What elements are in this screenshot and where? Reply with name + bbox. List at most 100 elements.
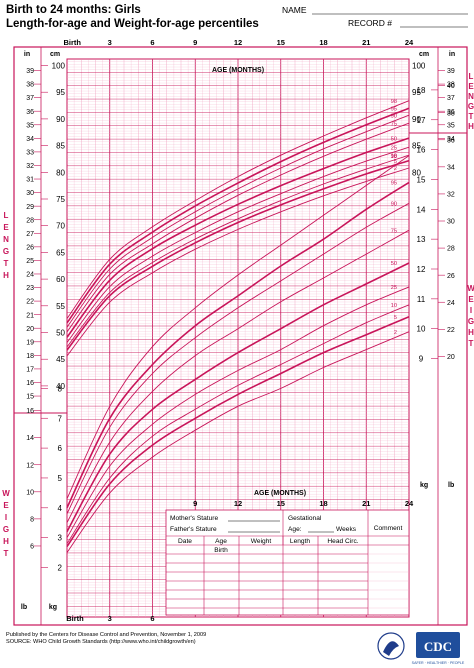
left-kg-tick-label: 2 [58,564,63,573]
top-age-tick-label: 24 [405,38,414,47]
length-curve-p5 [66,159,410,351]
top-age-tick-label: 18 [319,38,327,47]
weight-percentile-label: 2 [394,330,397,336]
side-label-length-right: E [468,82,474,91]
side-label-weight-right: W [467,284,474,293]
length-column-header: Length [290,538,311,545]
left-lb-tick-label: 12 [26,462,34,469]
weight-curve-p50 [66,262,410,533]
right-lb-tick-label: 22 [447,327,455,334]
side-label-weight-left: G [3,525,9,534]
right-kg-tick-label: 18 [417,86,426,95]
right-kg-tick-label: 11 [417,295,426,304]
right-lb-tick-label: 20 [447,354,455,361]
left-lb-tick-label: 10 [26,489,34,496]
length-percentile-label: 75 [391,121,397,127]
top-age-tick-label: 6 [150,38,154,47]
first-row-age: Birth [214,547,228,554]
length-curve-p25 [66,146,410,343]
chart-title-line1: Birth to 24 months: Girls [6,4,141,16]
left-inch-tick-label: 34 [26,136,34,143]
weight-curve-p2 [66,331,410,553]
side-label-length-right: T [469,112,474,121]
weight-percentile-label: 10 [391,303,397,309]
footer-published: Published by the Centers for Disease Con… [6,632,206,638]
left-inch-unit: in [24,51,30,58]
left-inch-tick-label: 22 [26,299,34,306]
length-curve-p95 [66,107,410,324]
left-cm-tick-label: 55 [56,302,65,311]
weight-percentile-label: 5 [394,315,397,321]
left-cm-tick-label: 60 [56,275,65,284]
side-label-weight-right: H [468,328,474,337]
fathers-stature-label: Father's Stature [170,526,217,533]
record-table[interactable]: Mother's Stature Father's Stature Gestat… [165,509,410,616]
left-inch-tick-label: 35 [26,122,34,129]
left-cm-tick-label: 95 [56,88,65,97]
side-label-length-right: L [469,72,474,81]
left-inch-tick-label: 16 [26,380,34,387]
left-kg-tick-label: 4 [58,504,63,513]
top-age-tick-label: 12 [234,38,242,47]
left-inch-tick-label: 29 [26,204,34,211]
left-kg-tick-label: 6 [58,444,63,453]
left-kg-tick-label: 7 [58,414,63,423]
bottom-age-tick-label: 3 [108,614,112,623]
left-inch-tick-label: 36 [26,109,34,116]
right-lb-tick-label: 34 [447,164,455,171]
left-kg-unit: kg [49,604,57,611]
right-inch-unit: in [449,51,455,58]
left-inch-tick-label: 18 [26,353,34,360]
left-cm-tick-label: 70 [56,222,65,231]
left-inch-tick-label: 23 [26,285,34,292]
left-inch-tick-label: 24 [26,272,34,279]
weight-curve-p95 [66,181,410,509]
side-label-length-left: G [3,247,9,256]
right-inch-tick-label: 39 [447,68,455,75]
left-inch-tick-label: 20 [26,326,34,333]
left-kg-tick-label: 5 [58,474,63,483]
right-cm-unit: cm [419,51,429,58]
weight-curve-p5 [66,316,410,548]
left-inch-tick-label: 15 [26,394,34,401]
top-age-tick-label: Birth [64,38,82,47]
side-label-weight-left: E [3,501,9,510]
bottom-age-tick-label: Birth [66,614,84,623]
left-cm-tick-label: 85 [56,142,65,151]
left-inch-tick-label: 26 [26,244,34,251]
date-column-header: Date [178,538,192,545]
bottom-age-tick-label: 6 [150,614,154,623]
length-curve-p10 [66,154,410,348]
right-kg-tick-label: 16 [417,146,426,155]
weight-age-tick-label: 9 [193,499,197,508]
side-label-weight-right: G [468,317,474,326]
left-inch-tick-label: 19 [26,339,34,346]
weight-age-tick-label: 21 [362,499,370,508]
length-percentile-label: 90 [391,113,397,119]
side-label-weight-left: T [4,549,9,558]
side-label-weight-left: W [2,489,10,498]
length-percentile-label: 10 [391,153,397,159]
record-table-background [165,509,410,616]
length-curve-p75 [66,122,410,333]
left-inch-tick-label: 27 [26,231,34,238]
side-label-weight-right: E [468,295,474,304]
weight-age-tick-label: 24 [405,499,414,508]
left-inch-tick-label: 38 [26,82,34,89]
length-curve-p90 [66,114,410,328]
weight-curve-p75 [66,229,410,523]
side-label-length-right: N [468,92,474,101]
left-inch-tick-label: 33 [26,150,34,157]
weight-percentile-label: 98 [391,154,397,160]
top-age-tick-label: 9 [193,38,197,47]
left-cm-unit: cm [50,51,60,58]
footer-source: SOURCE: WHO Child Growth Standards (http… [6,639,196,645]
left-lb-tick-label: 16 [26,408,34,415]
right-lb-tick-label: 36 [447,137,455,144]
left-inch-tick-label: 31 [26,177,34,184]
comment-header: Comment [374,525,403,532]
chart-title-line2: Length-for-age and Weight-for-age percen… [6,18,259,30]
length-curve-p50 [66,137,410,338]
right-lb-tick-label: 30 [447,219,455,226]
